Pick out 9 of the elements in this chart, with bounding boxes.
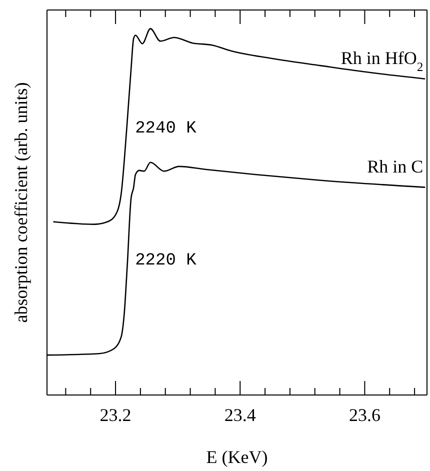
x-axis-title: E (KeV) bbox=[206, 447, 268, 467]
series-label: Rh in C bbox=[367, 156, 424, 176]
x-tick-label: 23.6 bbox=[348, 405, 380, 425]
x-tick-label: 23.4 bbox=[224, 405, 256, 425]
y-axis-title: absorption coefficient (arb. units) bbox=[11, 82, 31, 323]
annotation: 2220 K bbox=[135, 252, 198, 271]
series-label: Rh in HfO$_{2}$ bbox=[340, 48, 424, 74]
annotation: 2240 K bbox=[135, 119, 198, 138]
x-tick-label: 23.2 bbox=[100, 405, 132, 425]
